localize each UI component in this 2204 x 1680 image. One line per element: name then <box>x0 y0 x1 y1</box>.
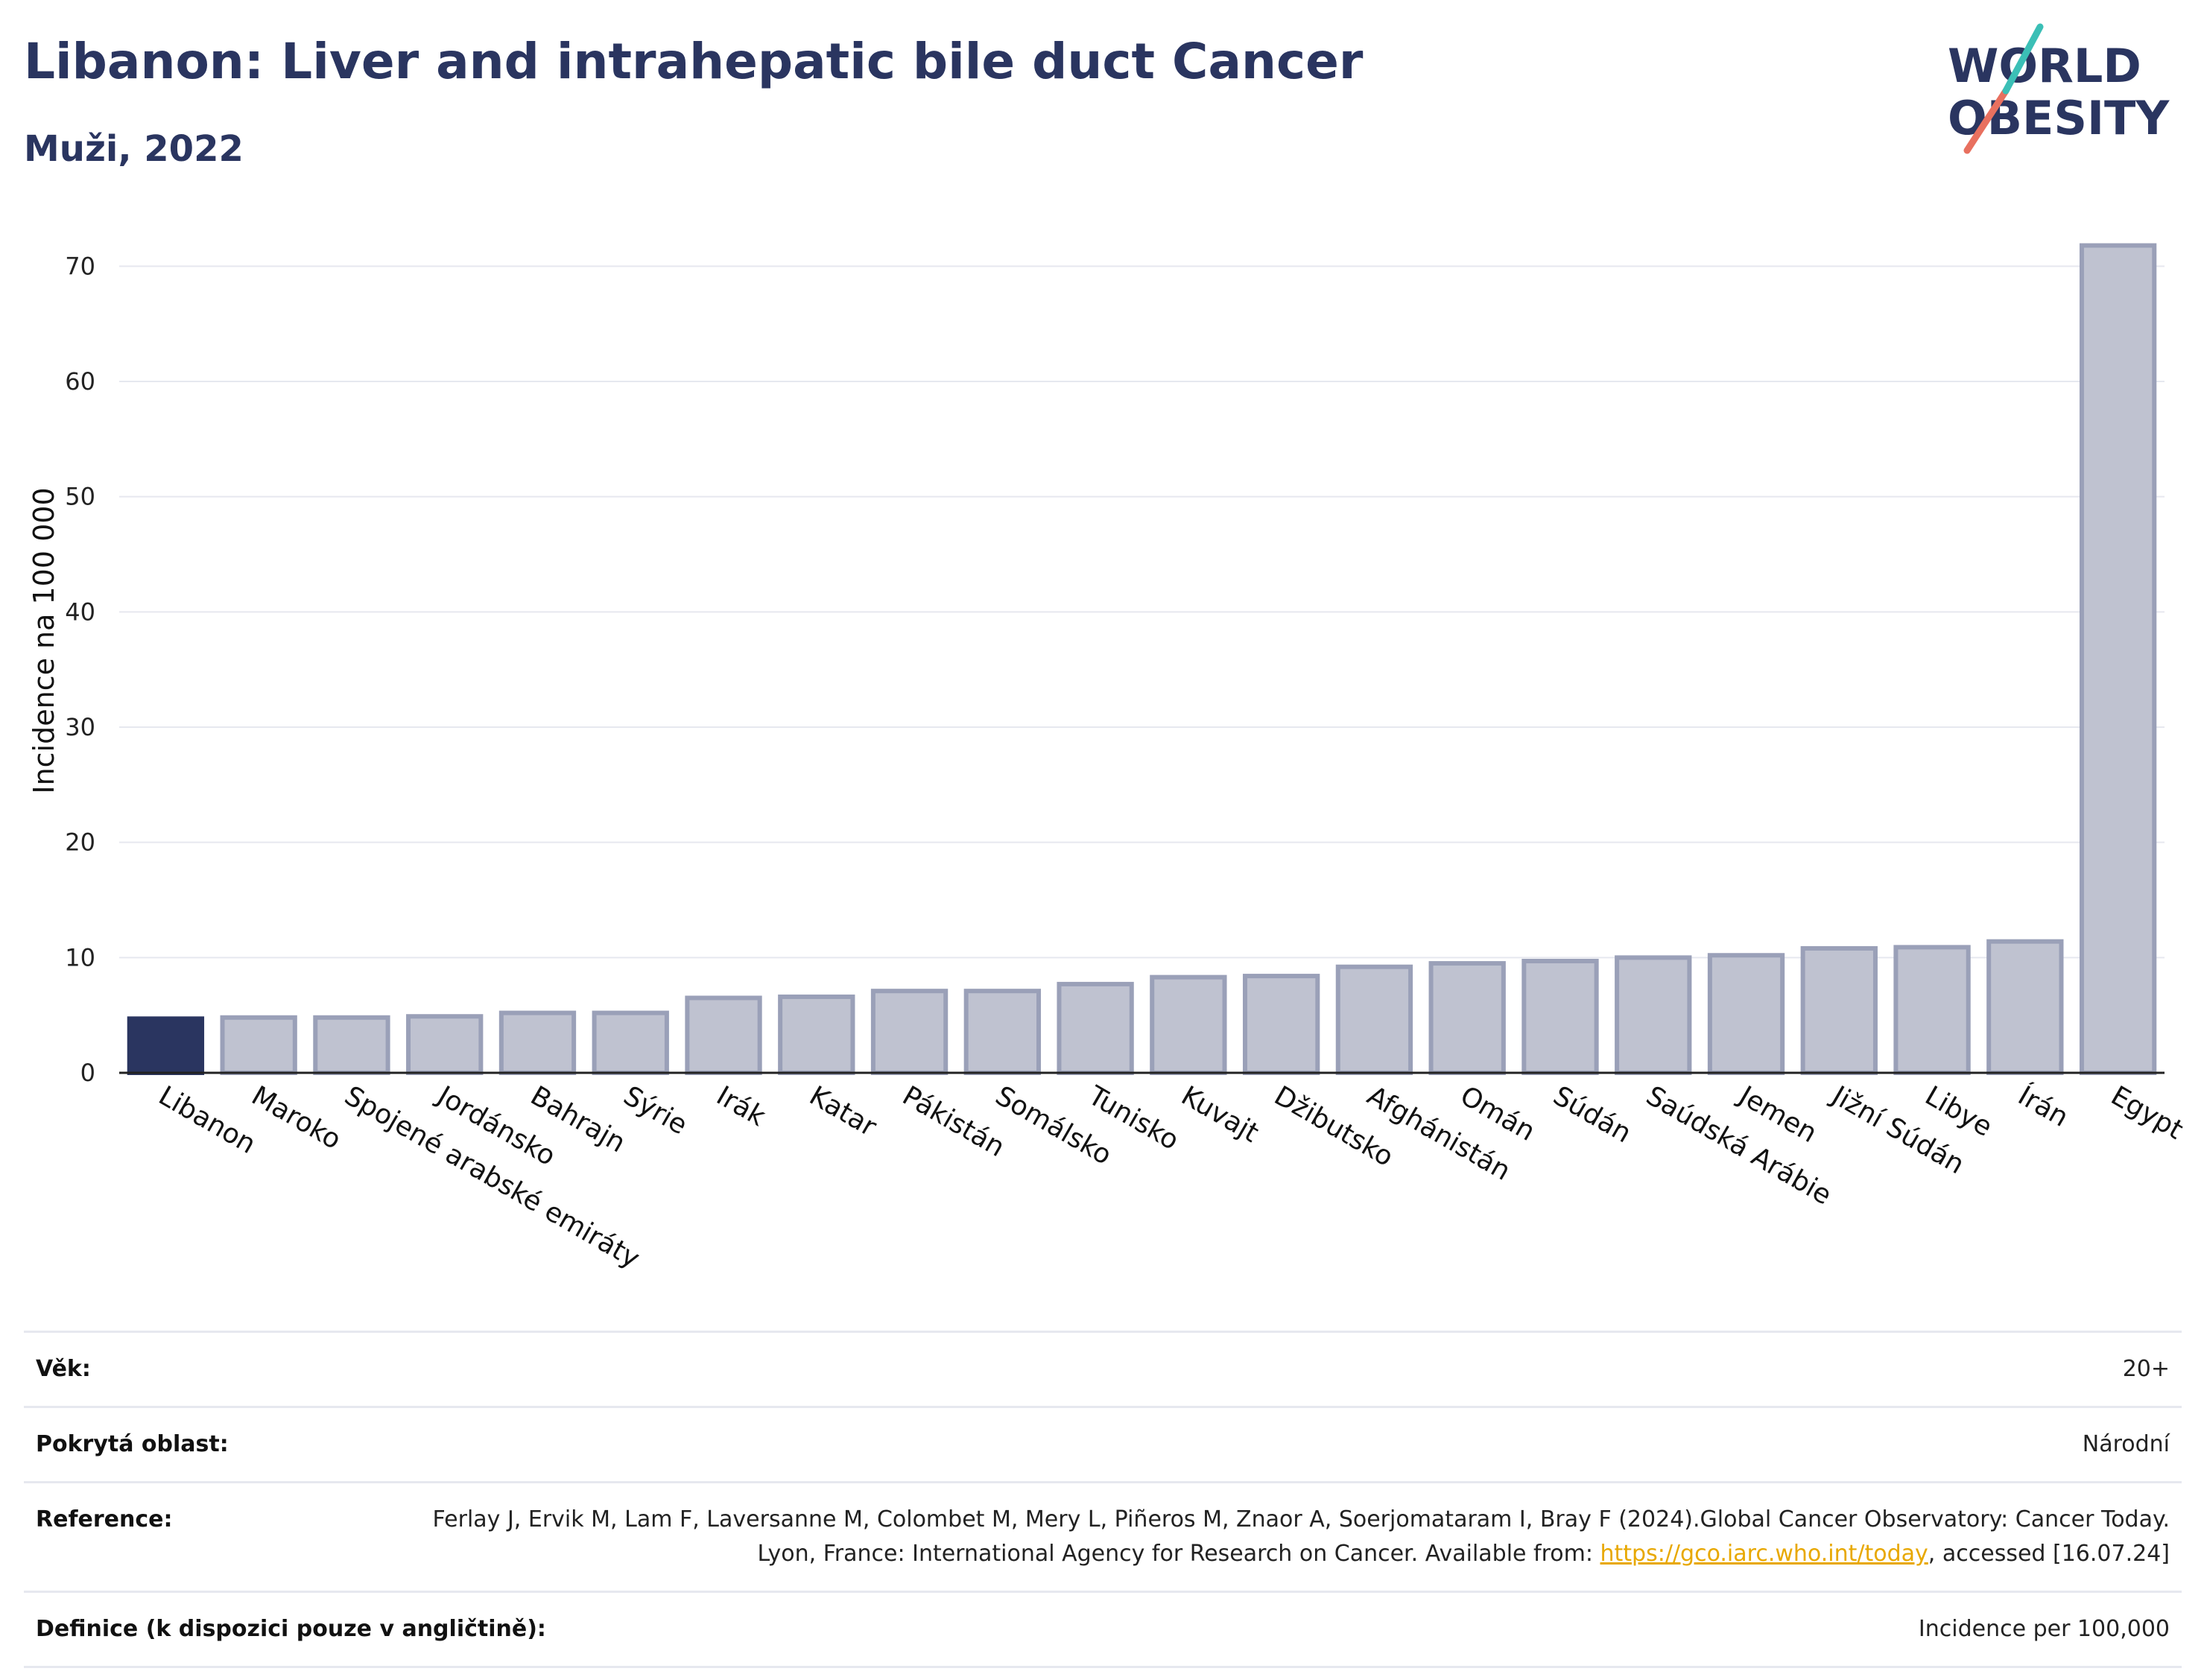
y-tick-label: 0 <box>80 1059 95 1087</box>
y-tick-label: 10 <box>65 943 95 971</box>
meta-row-area: Pokrytá oblast: Národní <box>24 1406 2182 1481</box>
y-tick-label: 30 <box>65 713 95 741</box>
x-tick-label: Libanon <box>153 1080 261 1160</box>
x-tick-label: Irák <box>712 1080 771 1132</box>
definition-label: Definice (k dispozici pouze v angličtině… <box>36 1616 546 1642</box>
bar-afghánistán[interactable] <box>1335 964 1413 1075</box>
age-label: Věk: <box>36 1356 91 1382</box>
y-tick-label: 40 <box>65 597 95 626</box>
age-value: 20+ <box>2122 1356 2170 1382</box>
bar-jemen[interactable] <box>1707 953 1785 1075</box>
y-tick-label: 20 <box>65 828 95 857</box>
bar-jižní-súdán[interactable] <box>1800 945 1878 1076</box>
bar-tunisko[interactable] <box>1057 981 1134 1075</box>
bar-omán[interactable] <box>1428 961 1506 1075</box>
world-obesity-logo: WORLD OBESITY <box>1948 23 2170 154</box>
meta-row-definition: Definice (k dispozici pouze v angličtině… <box>24 1591 2182 1668</box>
y-axis-ticks: 0 10 20 30 40 50 60 70 <box>65 252 95 1087</box>
x-tick-label: Maroko <box>247 1080 346 1156</box>
grid-lines <box>119 265 2165 959</box>
bars <box>127 243 2157 1076</box>
bar-egypt[interactable] <box>2079 243 2157 1076</box>
chart-subtitle: Muži, 2022 <box>24 128 244 170</box>
bar-katar[interactable] <box>778 994 855 1076</box>
bar-írán[interactable] <box>1986 939 2064 1075</box>
definition-value: Incidence per 100,000 <box>1918 1616 2170 1642</box>
bar-súdán[interactable] <box>1521 958 1599 1076</box>
x-tick-label: Egypt <box>2106 1080 2188 1145</box>
x-tick-label: Kuvajt <box>1176 1080 1264 1149</box>
bar-irák[interactable] <box>685 995 762 1076</box>
chart-title: Libanon: Liver and intrahepatic bile duc… <box>24 33 1364 90</box>
x-tick-label: Írán <box>2013 1080 2074 1133</box>
bar-somálsko[interactable] <box>963 989 1042 1075</box>
meta-row-reference: Reference: Ferlay J, Ervik M, Lam F, Lav… <box>24 1481 2182 1591</box>
y-axis-label: Incidence na 100 000 <box>28 487 60 793</box>
logo-text-obesity: OBESITY <box>1948 91 2170 145</box>
bar-libanon[interactable] <box>127 1016 205 1075</box>
y-tick-label: 50 <box>65 483 95 511</box>
reference-text-end: , accessed [16.07.24] <box>1928 1541 2170 1567</box>
bar-bahrajn[interactable] <box>498 1010 577 1076</box>
reference-label: Reference: <box>36 1506 173 1532</box>
area-label: Pokrytá oblast: <box>36 1431 229 1457</box>
bar-džibutsko[interactable] <box>1242 974 1320 1075</box>
y-tick-label: 60 <box>65 367 95 396</box>
x-tick-label: Súdán <box>1548 1080 1636 1149</box>
area-value: Národní <box>2082 1431 2170 1457</box>
metadata-table: Věk: 20+ Pokrytá oblast: Národní Referen… <box>24 1331 2182 1668</box>
x-tick-label: Pákistán <box>897 1080 1010 1163</box>
logo-slash-red <box>1963 87 2010 154</box>
bar-libye[interactable] <box>1893 945 1971 1075</box>
y-tick-label: 70 <box>65 252 95 280</box>
x-tick-label: Katar <box>804 1080 881 1143</box>
bar-jordánsko[interactable] <box>406 1014 484 1076</box>
meta-row-age: Věk: 20+ <box>24 1331 2182 1406</box>
bar-kuvajt[interactable] <box>1150 974 1227 1076</box>
logo-text-world: WORLD <box>1948 39 2141 93</box>
logo-slash-teal <box>2002 23 2044 95</box>
bar-saúdská-arábie[interactable] <box>1615 955 1692 1076</box>
reference-value: Ferlay J, Ervik M, Lam F, Laversanne M, … <box>381 1503 2170 1571</box>
bar-sýrie[interactable] <box>592 1010 669 1076</box>
reference-link[interactable]: https://gco.iarc.who.int/today <box>1600 1541 1928 1567</box>
bar-spojené-arabské-emiráty[interactable] <box>313 1015 390 1076</box>
bar-maroko[interactable] <box>220 1015 297 1076</box>
reference-text: Ferlay J, Ervik M, Lam F, Laversanne M, … <box>432 1506 2170 1567</box>
bar-pákistán[interactable] <box>870 989 949 1075</box>
